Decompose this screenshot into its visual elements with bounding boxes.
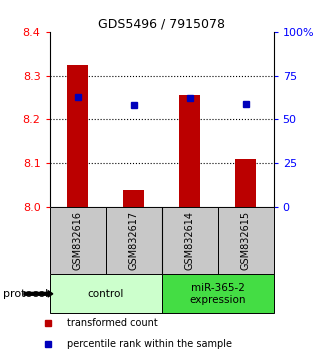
Text: miR-365-2
expression: miR-365-2 expression (189, 283, 246, 305)
Bar (162, 207, 218, 274)
Bar (106, 207, 162, 274)
Bar (67, 65, 88, 207)
Text: percentile rank within the sample: percentile rank within the sample (67, 339, 232, 349)
Text: transformed count: transformed count (67, 319, 157, 329)
Title: GDS5496 / 7915078: GDS5496 / 7915078 (98, 18, 225, 31)
Bar (50, 274, 162, 313)
Text: GSM832614: GSM832614 (185, 211, 195, 270)
Bar (218, 207, 274, 274)
Text: GSM832617: GSM832617 (129, 211, 139, 270)
Text: control: control (87, 289, 124, 299)
Bar (50, 207, 106, 274)
Bar (123, 190, 144, 207)
Bar (235, 159, 256, 207)
Text: GSM832616: GSM832616 (73, 211, 83, 270)
Bar (162, 274, 274, 313)
Text: GSM832615: GSM832615 (241, 211, 251, 270)
Text: protocol: protocol (3, 289, 48, 299)
Bar (179, 95, 200, 207)
